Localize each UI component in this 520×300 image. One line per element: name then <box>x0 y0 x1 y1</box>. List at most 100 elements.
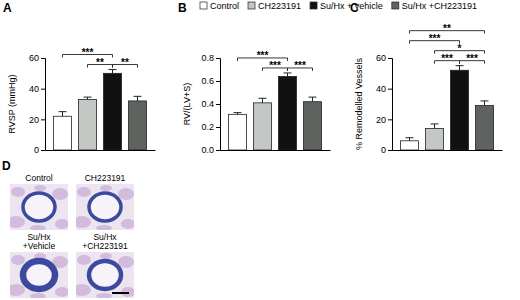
x-axis <box>393 150 503 151</box>
tissue <box>77 187 91 197</box>
panel-label: C <box>350 1 359 15</box>
legend-item: Su/Hx +CH223191 <box>392 1 477 11</box>
x-axis <box>46 150 156 151</box>
significance-label: *** <box>441 53 453 64</box>
x-axis-line <box>393 150 503 151</box>
error-bar <box>456 66 464 71</box>
y-tick-label: 20 <box>29 115 39 125</box>
bar <box>279 76 297 150</box>
y-axis-line <box>388 59 393 151</box>
y-axis-title: RVSP (mmHg) <box>7 74 17 133</box>
tissue <box>30 293 46 298</box>
y-tick: 0 <box>381 145 392 155</box>
y-tick-label: 0 <box>34 145 39 155</box>
error-bar <box>406 138 414 141</box>
y-tick-label: 0 <box>381 145 386 155</box>
legend-swatch <box>248 2 255 9</box>
significance-label: *** <box>257 50 269 61</box>
bar <box>54 116 72 150</box>
y-tick-mark <box>216 58 220 59</box>
tissue <box>118 188 134 200</box>
panel-label: B <box>178 1 187 15</box>
y-tick-mark <box>216 81 220 82</box>
tissue <box>30 225 46 230</box>
y-tick-label: 0.4 <box>201 99 214 109</box>
bar <box>104 73 122 150</box>
y-tick-mark <box>388 58 392 59</box>
micrograph <box>76 252 134 298</box>
error-bar <box>481 101 489 106</box>
y-axis-title: RV/(LV+S) <box>182 83 192 125</box>
micrograph-label: +CH223191 <box>82 241 128 251</box>
plot-area <box>229 73 322 150</box>
tissue <box>11 255 25 265</box>
y-tick: 0.4 <box>201 99 220 109</box>
legend-item: Su/Hx + vehicle <box>310 1 383 11</box>
y-tick-mark <box>216 150 220 151</box>
y-tick: 20 <box>29 115 45 125</box>
y-tick: 60 <box>376 53 392 63</box>
legend-swatch <box>200 2 207 9</box>
micrograph-label: CH223191 <box>85 173 126 183</box>
y-tick-label: 20 <box>376 115 386 125</box>
panel: A0204060RVSP (mmHg)******* <box>3 1 156 155</box>
significance-label: * <box>458 43 462 54</box>
panel: B0.00.20.40.60.8RV/(LV+S)********* <box>178 1 331 155</box>
y-tick-label: 40 <box>29 84 39 94</box>
legend-label: CH223191 <box>258 1 301 11</box>
figure: A0204060RVSP (mmHg)*******B0.00.20.40.60… <box>0 0 520 300</box>
y-tick-mark <box>388 119 392 120</box>
vessel-wall <box>89 193 121 221</box>
micrograph <box>10 252 68 298</box>
vessel-wall <box>23 261 55 289</box>
tissue <box>11 187 25 197</box>
error-bar <box>84 97 92 99</box>
tissue <box>55 287 68 297</box>
legend-swatch <box>310 2 317 9</box>
micrograph-label: +Vehicle <box>23 241 56 251</box>
x-axis-line <box>221 150 331 151</box>
y-tick: 0.0 <box>201 145 220 155</box>
tissue <box>55 219 68 229</box>
y-tick: 40 <box>29 84 45 94</box>
y-tick-mark <box>216 127 220 128</box>
y-tick-label: 0.0 <box>201 145 214 155</box>
legend-item: Control <box>200 1 239 11</box>
significance-label: *** <box>466 53 478 64</box>
y-axis-title: % Remodelled Vessels <box>354 57 364 150</box>
error-bar <box>431 124 439 129</box>
bar <box>476 106 494 150</box>
y-tick-label: 40 <box>376 84 386 94</box>
y-tick: 20 <box>376 115 392 125</box>
micrograph <box>76 184 134 230</box>
legend-swatch <box>392 2 399 9</box>
tissue <box>52 188 68 200</box>
micrograph-label: Control <box>25 173 53 183</box>
legend: Control CH223191 Su/Hx + vehicle Su/Hx +CH2… <box>200 1 477 11</box>
y-tick-mark <box>41 58 45 59</box>
error-bar <box>134 96 142 101</box>
y-axis: 0 20 40 60 <box>376 53 393 155</box>
plot-area <box>401 66 494 150</box>
tissue <box>10 216 25 228</box>
legend-label: Su/Hx +CH223191 <box>402 1 477 11</box>
scale-bar <box>112 292 129 294</box>
micrograph <box>10 184 68 230</box>
vessel-wall <box>23 193 55 221</box>
y-axis-line <box>41 59 46 151</box>
significance-label: ** <box>121 57 129 68</box>
y-tick-mark <box>41 150 45 151</box>
error-bar <box>234 113 242 115</box>
y-tick: 0.6 <box>201 76 220 86</box>
y-tick: 0.8 <box>201 53 220 63</box>
y-tick: 0 <box>34 145 45 155</box>
y-tick-label: 0.6 <box>201 76 214 86</box>
y-tick: 0.2 <box>201 122 220 132</box>
y-tick-label: 0.8 <box>201 53 214 63</box>
bar <box>79 99 97 150</box>
significance-label: *** <box>294 60 306 71</box>
bar <box>304 102 322 150</box>
bar <box>401 141 419 150</box>
y-tick-mark <box>216 104 220 105</box>
bar <box>426 129 444 150</box>
